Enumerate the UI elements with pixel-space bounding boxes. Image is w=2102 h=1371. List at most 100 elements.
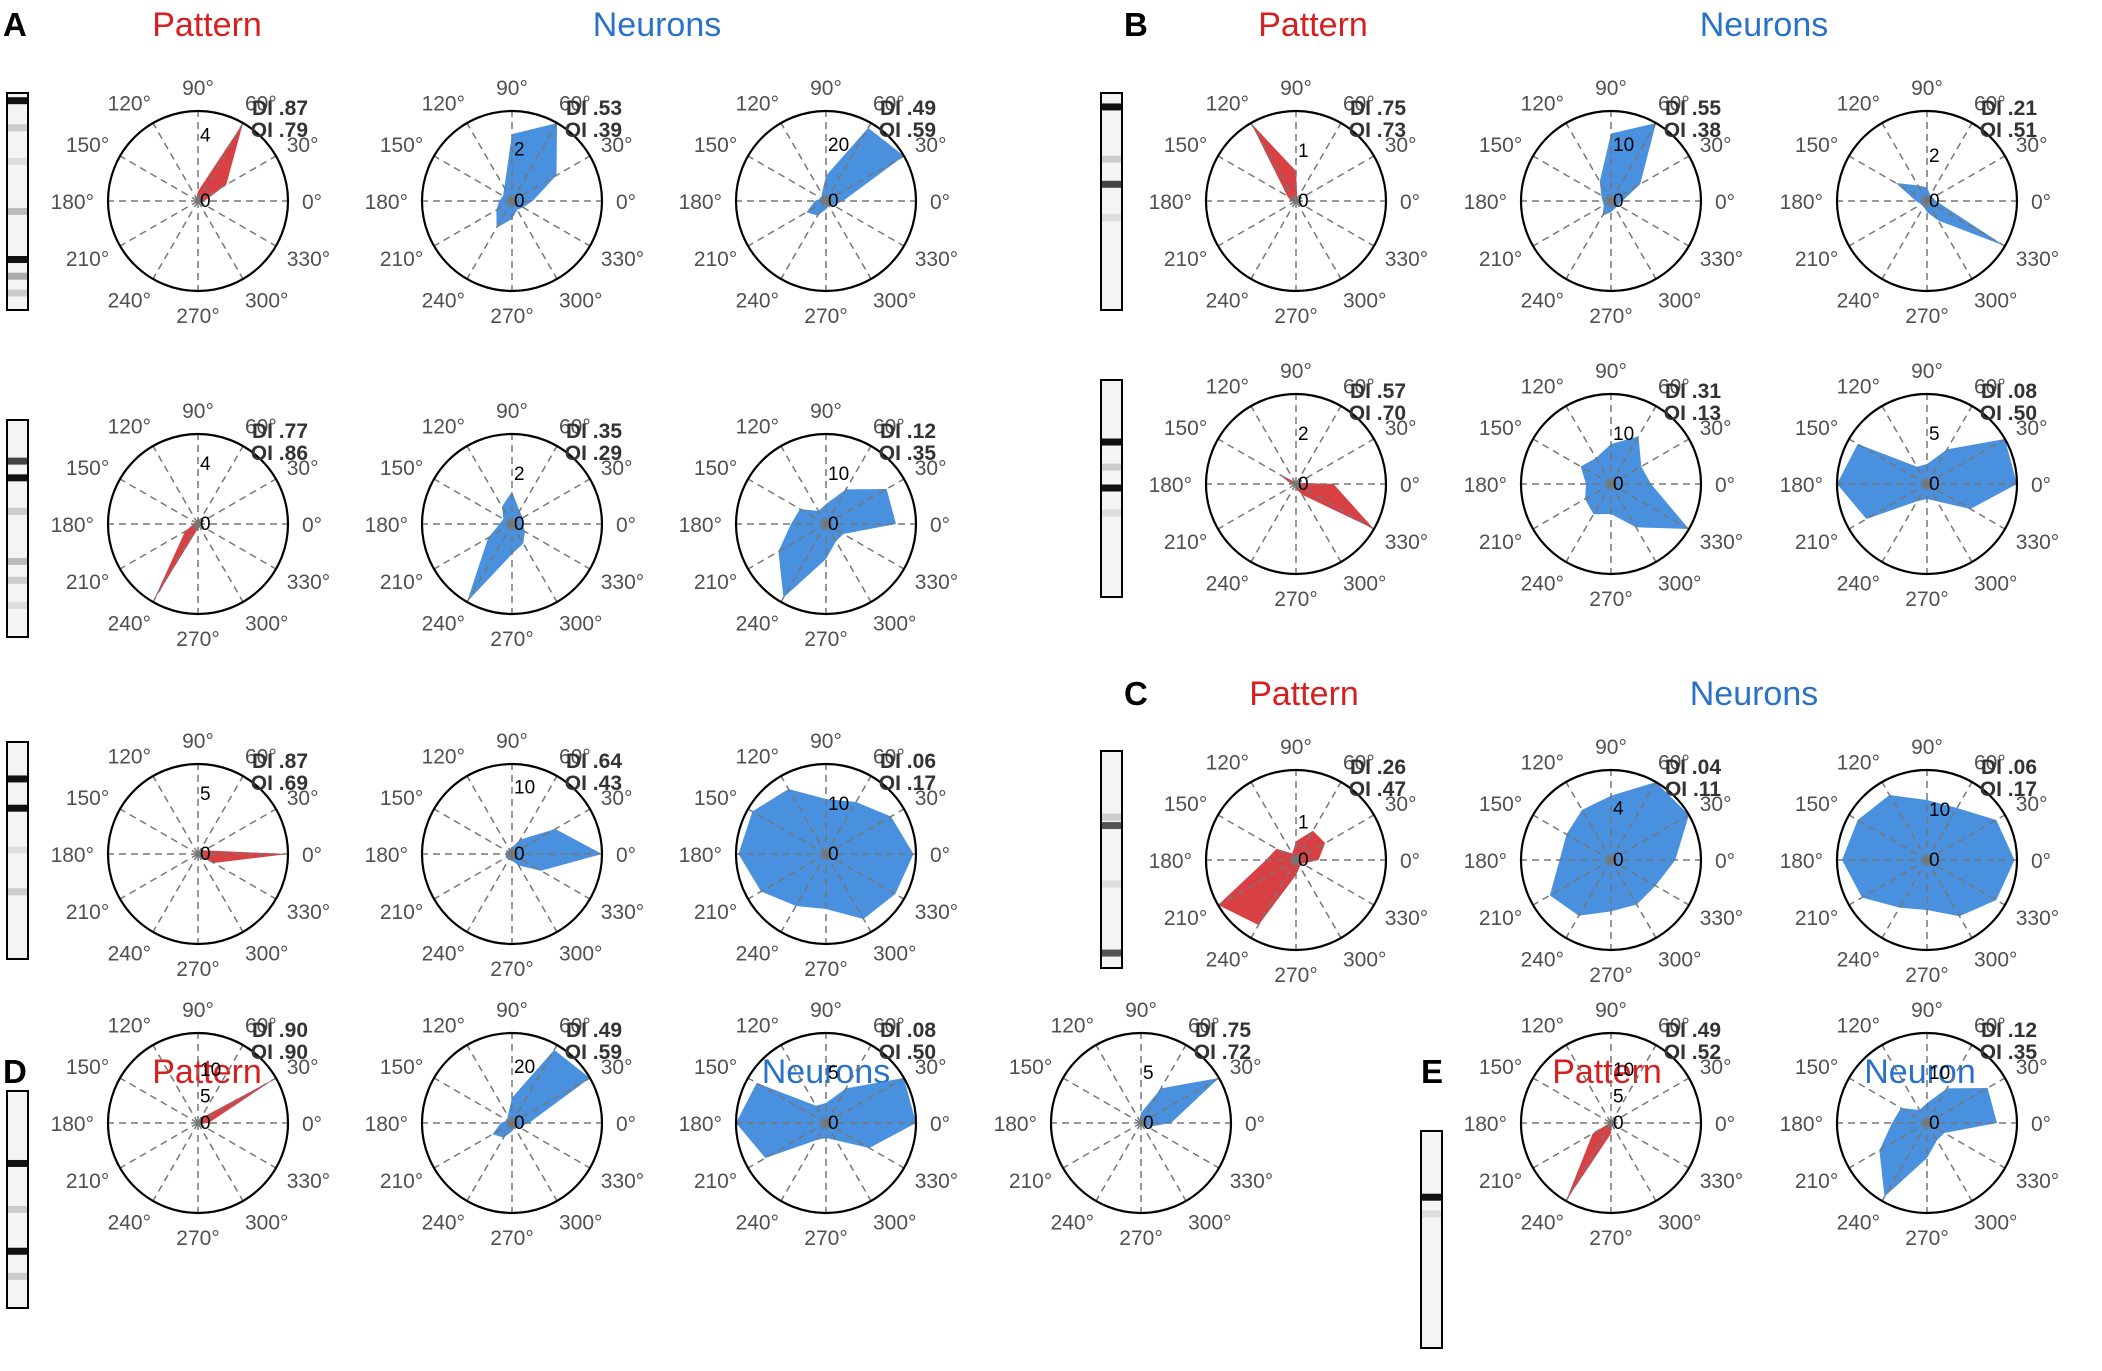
pattern-strip-band (8, 272, 27, 280)
grid-spoke (119, 523, 199, 570)
angle-label: 150° (380, 457, 423, 480)
polar-frame (1835, 768, 2019, 952)
grid-spoke (1062, 1122, 1142, 1169)
polar-frame (1204, 109, 1388, 293)
angle-label: 270° (490, 958, 533, 981)
oi-value: OI .79 (251, 119, 308, 142)
grid-spoke (1532, 438, 1612, 485)
polar-plot-neuron: 0° 30° 60° 90° 120° 150° 180° 210° 240° 270° 300° 3… (1780, 77, 2060, 328)
angle-label: 60° (245, 415, 277, 438)
grid-spoke (1295, 483, 1375, 530)
grid-spoke (152, 523, 199, 603)
angle-label: 120° (1521, 92, 1564, 115)
polar-frame (106, 432, 290, 616)
angle-label: 120° (1837, 375, 1880, 398)
pattern-strip-band (8, 1159, 27, 1167)
angle-label: 30° (1700, 134, 1732, 157)
polar-plot-neuron: 0° 30° 60° 90° 120° 150° 180° 210° 240° 270° 300° 3… (679, 400, 959, 651)
angle-label: 240° (108, 613, 151, 636)
grid-spoke (780, 200, 827, 280)
pattern-strip-band (8, 289, 27, 297)
angle-label: 210° (694, 571, 737, 594)
pattern-strip-band (8, 846, 27, 854)
grid-spoke (1848, 155, 1928, 202)
grid-spoke (1848, 859, 1928, 906)
grid-spoke (1881, 781, 1928, 861)
grid-spoke (747, 808, 827, 855)
grid-spoke (1926, 483, 2006, 530)
di-value: DI .21 (1981, 97, 2037, 120)
angle-label: 330° (287, 1170, 330, 1193)
angle-label: 90° (1911, 360, 1943, 383)
di-value: DI .87 (252, 97, 308, 120)
oi-value: OI .90 (251, 1041, 308, 1064)
angle-label: 240° (1521, 573, 1564, 596)
angle-label: 240° (422, 943, 465, 966)
angle-label: 120° (1521, 375, 1564, 398)
angle-label: 300° (1658, 573, 1701, 596)
angle-label: 330° (601, 571, 644, 594)
grid-spoke (1295, 405, 1342, 485)
radial-tick-label: 0 (1298, 474, 1309, 495)
grid-spoke (1532, 814, 1612, 861)
angle-label: 300° (245, 943, 288, 966)
angle-label: 210° (1164, 907, 1207, 930)
angle-label: 120° (736, 92, 779, 115)
angle-label: 180° (1464, 850, 1507, 873)
grid-spoke (1926, 859, 1973, 939)
grid-spoke (197, 808, 277, 855)
angle-label: 120° (736, 745, 779, 768)
radial-tick-label: 0 (514, 191, 525, 212)
radial-tick-label: 0 (200, 844, 211, 865)
grid-spoke (1532, 200, 1612, 247)
grid-spoke (197, 1077, 277, 1124)
grid-spoke (433, 1122, 513, 1169)
angle-label: 300° (1343, 949, 1386, 972)
angle-label: 150° (380, 787, 423, 810)
grid-spoke (825, 853, 872, 933)
angle-label: 30° (2016, 417, 2048, 440)
angle-label: 210° (1479, 1170, 1522, 1193)
angle-label: 330° (915, 901, 958, 924)
angle-label: 0° (616, 1113, 636, 1136)
pattern-strip-frame (1420, 1130, 1443, 1349)
angle-label: 210° (694, 248, 737, 271)
polar-frame (1049, 1031, 1233, 1215)
oi-value: OI .50 (879, 1041, 936, 1064)
angle-label: 330° (2016, 1170, 2059, 1193)
grid-spoke (119, 1122, 199, 1169)
angle-label: 150° (694, 134, 737, 157)
pattern-strip-band (1102, 813, 1121, 821)
polar-plot-pattern: 0° 30° 60° 90° 120° 150° 180° 210° 240° 270° 300° 3… (1464, 999, 1744, 1250)
angle-label: 180° (365, 514, 408, 537)
grid-spoke (197, 775, 244, 855)
polar-frame (1835, 1031, 2019, 1215)
radial-tick-label: 0 (1929, 191, 1940, 212)
angle-label: 90° (1595, 77, 1627, 100)
angle-label: 120° (736, 1014, 779, 1037)
grid-spoke (780, 1044, 827, 1124)
angle-label: 120° (1521, 1014, 1564, 1037)
angle-label: 240° (736, 1212, 779, 1235)
grid-spoke (197, 445, 244, 525)
angle-label: 120° (422, 1014, 465, 1037)
di-value: DI .12 (880, 420, 936, 443)
panel-b: B Pattern Neurons0°30°60°90°120°150°180°21… (1100, 6, 2060, 611)
neurons-title: Neurons (1700, 6, 1829, 44)
tuning-polygon (492, 1049, 590, 1138)
angle-label: 330° (1700, 248, 1743, 271)
di-value: DI .35 (566, 420, 622, 443)
angle-label: 150° (1479, 1056, 1522, 1079)
grid-spoke (466, 1044, 513, 1124)
angle-label: 300° (873, 290, 916, 313)
grid-spoke (1881, 859, 1928, 939)
oi-value: OI .70 (1349, 402, 1406, 425)
angle-label: 90° (1280, 736, 1312, 759)
angle-label: 150° (1479, 134, 1522, 157)
angle-label: 300° (245, 613, 288, 636)
angle-label: 300° (1658, 949, 1701, 972)
polar-frame (420, 762, 604, 946)
grid-spoke (1610, 483, 1657, 563)
angle-label: 30° (2016, 134, 2048, 157)
